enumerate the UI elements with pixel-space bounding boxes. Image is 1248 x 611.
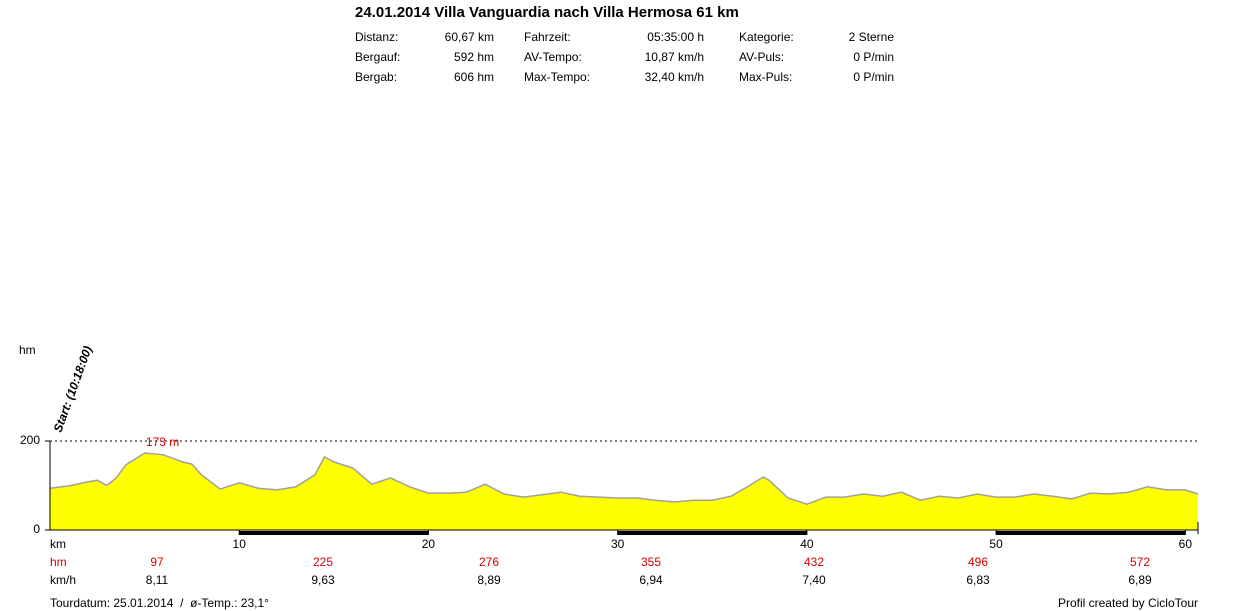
km-band (996, 531, 1186, 535)
stat-text: AV-Tempo: (524, 50, 582, 64)
row-value: 8,11 (146, 573, 169, 587)
start-label: Start: (10:18:00) (51, 344, 95, 434)
x-tick-label: 40 (800, 537, 814, 551)
y-axis-label: hm (19, 343, 36, 357)
row-label: km/h (50, 573, 76, 587)
x-tick-label: 20 (422, 537, 436, 551)
y-tick-label: 200 (20, 433, 40, 447)
elevation-line (49, 452, 1199, 505)
km-band (239, 531, 429, 535)
stat-text: Distanz: (355, 30, 398, 44)
row-value: 97 (150, 555, 164, 569)
stat-text: Max-Tempo: (524, 70, 590, 84)
page-title: 24.01.2014 Villa Vanguardia nach Villa H… (355, 4, 739, 21)
stat-text: Bergauf: (355, 50, 400, 64)
stat-text: Fahrzeit: (524, 30, 571, 44)
stat-text: 2 Sterne (849, 30, 895, 44)
row-value: 6,83 (966, 573, 990, 587)
km-band (617, 531, 807, 535)
stat-text: 60,67 km (445, 30, 494, 44)
stat-text: Bergab: (355, 70, 397, 84)
row-label: hm (50, 555, 67, 569)
stat-text: 10,87 km/h (645, 50, 704, 64)
x-tick-label: 60 (1179, 537, 1193, 551)
footer-left: Tourdatum: 25.01.2014 / ø-Temp.: 23,1° (50, 596, 269, 610)
row-value: 496 (968, 555, 988, 569)
row-value: 8,89 (477, 573, 501, 587)
stat-text: 0 P/min (853, 50, 894, 64)
row-value: 225 (313, 555, 333, 569)
elevation-area (50, 453, 1198, 530)
x-axis-label: km (50, 537, 66, 551)
stat-text: 606 hm (454, 70, 494, 84)
stat-text: Max-Puls: (739, 70, 792, 84)
row-value: 6,94 (639, 573, 663, 587)
row-value: 276 (479, 555, 499, 569)
stat-text: AV-Puls: (739, 50, 784, 64)
row-value: 355 (641, 555, 661, 569)
stat-text: 0 P/min (853, 70, 894, 84)
x-tick-label: 10 (233, 537, 247, 551)
footer-right: Profil created by CicloTour (1058, 596, 1198, 610)
x-tick-label: 30 (611, 537, 625, 551)
row-value: 7,40 (802, 573, 826, 587)
stat-text: 592 hm (454, 50, 494, 64)
stat-text: Kategorie: (739, 30, 794, 44)
max-label: 173 m (146, 435, 179, 449)
stat-text: 05:35:00 h (647, 30, 704, 44)
x-tick-label: 50 (989, 537, 1003, 551)
row-value: 572 (1130, 555, 1150, 569)
y-tick-label: 0 (33, 522, 40, 536)
row-value: 6,89 (1128, 573, 1152, 587)
row-value: 9,63 (311, 573, 335, 587)
stat-text: 32,40 km/h (645, 70, 704, 84)
row-value: 432 (804, 555, 824, 569)
